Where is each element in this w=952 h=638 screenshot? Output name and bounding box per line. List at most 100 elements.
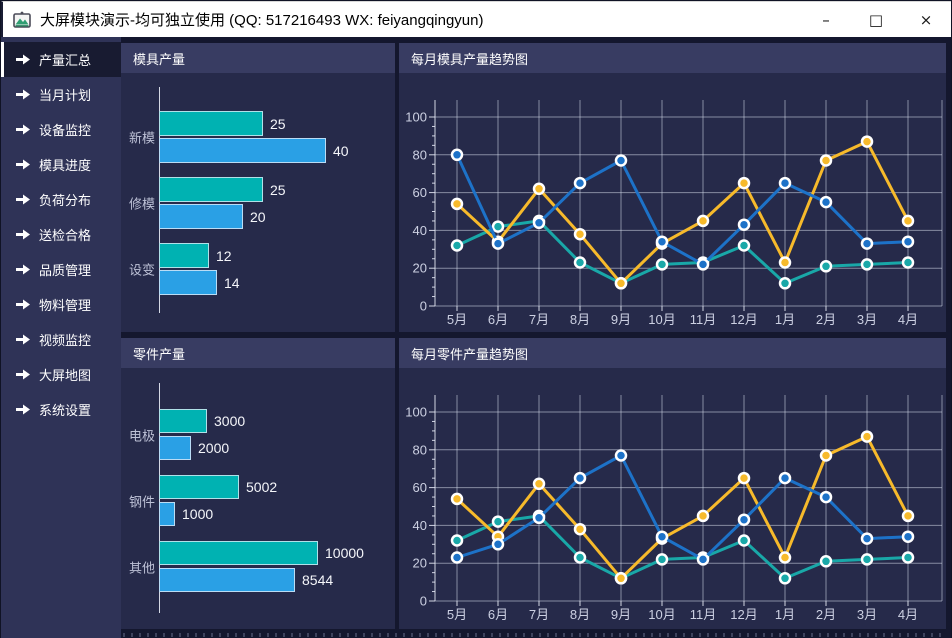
y-tick-label: 0 [420,594,427,609]
data-point-marker [532,182,546,196]
minimize-button[interactable]: – [801,2,851,37]
sidebar-item-label: 当月计划 [39,88,92,103]
sidebar-item-production-summary[interactable]: 产量汇总 [1,42,121,77]
arrow-right-icon [16,369,30,380]
data-point-marker [737,218,751,231]
x-tick-label: 10月 [648,607,675,622]
bar-segment [159,436,191,460]
sidebar: 产量汇总当月计划设备监控模具进度负荷分布送检合格品质管理物料管理视频监控大屏地图… [1,37,121,638]
arrow-right-icon [16,159,30,170]
panel-mold-production: 模具产量 新模 25 40 修模 25 20 设变 12 14 [121,43,395,332]
bar-value-label: 5002 [246,479,278,495]
arrow-right-icon [16,194,30,205]
data-point-marker [655,530,669,543]
sidebar-item-material-management[interactable]: 物料管理 [1,287,121,322]
data-point-marker [450,239,464,252]
data-point-marker [491,515,505,528]
y-tick-label: 60 [413,480,427,495]
app-icon [13,11,31,28]
sidebar-item-label: 负荷分布 [39,193,92,208]
data-point-marker [778,277,792,290]
data-point-marker [573,522,587,536]
data-point-marker [778,551,792,564]
sidebar-item-label: 设备监控 [39,123,92,138]
panel-title-mold-production: 模具产量 [121,43,395,73]
x-tick-label: 9月 [611,607,631,622]
line-series-yellow-series [455,140,910,285]
sidebar-item-mold-progress[interactable]: 模具进度 [1,147,121,182]
window-controls: – □ × [801,2,951,37]
sidebar-item-big-screen-map[interactable]: 大屏地图 [1,357,121,392]
sidebar-item-label: 模具进度 [39,158,92,173]
bar-segment [159,243,209,268]
sidebar-item-label: 视频监控 [39,333,92,348]
sidebar-item-monthly-plan[interactable]: 当月计划 [1,77,121,112]
data-point-marker [696,258,710,271]
sidebar-item-label: 大屏地图 [39,368,92,383]
sidebar-item-device-monitor[interactable]: 设备监控 [1,112,121,147]
maximize-button[interactable]: □ [851,2,901,37]
data-point-marker [573,176,587,190]
line-series-blue-series [455,153,910,266]
sidebar-item-load-distribution[interactable]: 负荷分布 [1,182,121,217]
data-point-marker [778,256,792,269]
line-series-blue-series [455,454,910,561]
bar-category-label: 电极 [128,428,155,443]
close-button[interactable]: × [901,2,951,37]
bar-value-label: 1000 [182,506,214,522]
data-point-marker [696,509,710,523]
y-tick-label: 100 [405,405,427,420]
data-point-marker [573,256,587,269]
arrow-right-icon [16,404,30,415]
bar-value-label: 2000 [198,440,230,456]
data-point-marker [450,197,464,211]
line-series-teal-series [455,514,910,580]
y-tick-label: 60 [413,185,427,200]
bar-value-label: 14 [224,274,240,291]
x-tick-label: 11月 [690,607,717,622]
y-tick-label: 40 [413,518,427,533]
sidebar-item-system-settings[interactable]: 系统设置 [1,392,121,427]
mold-trend-line-chart: 0 20 40 60 80 100 5月 6月 7月 8月 9月 10月 11月 12月 1月 2月 3月 4月 [399,73,946,332]
bar-segment [159,204,243,229]
panel-part-trend: 每月零件产量趋势图 0 20 40 60 80 100 5月 6月 7月 8月 9月 10月 11月 12… [399,338,946,629]
data-point-marker [901,530,915,543]
data-point-marker [819,260,833,273]
titlebar: 大屏模块演示-均可独立使用 (QQ: 517216493 WX: feiyang… [1,1,951,37]
x-tick-label: 6月 [488,312,508,327]
bar-category-label: 修模 [128,196,155,212]
x-tick-label: 12月 [730,607,757,622]
sidebar-item-inspection-pass[interactable]: 送检合格 [1,217,121,252]
data-point-marker [819,195,833,209]
bar-segment [159,270,217,295]
sidebar-item-quality-management[interactable]: 品质管理 [1,252,121,287]
bar-category-label: 钢件 [128,494,155,509]
panel-title-part-production: 零件产量 [121,338,395,368]
data-point-marker [737,513,751,526]
y-tick-label: 100 [405,110,427,125]
sidebar-item-label: 品质管理 [39,263,92,278]
x-tick-label: 1月 [775,312,795,327]
part-production-bar-chart: 电极 3000 2000 钢件 5002 1000 其他 10000 8544 [121,368,395,629]
bar-value-label: 10000 [325,545,364,561]
data-point-marker [778,572,792,585]
panel-title-mold-trend: 每月模具产量趋势图 [399,43,946,73]
data-point-marker [450,492,464,506]
data-point-marker [737,176,751,190]
line-chart-canvas: 0 20 40 60 80 100 5月 6月 7月 8月 9月 10月 11月 12月 1月 2月 3月 4月 [405,395,943,622]
bar-segment [159,502,175,526]
x-tick-label: 2月 [816,607,836,622]
data-point-marker [450,148,464,162]
x-tick-label: 4月 [898,607,918,622]
data-point-marker [819,490,833,504]
x-tick-label: 3月 [857,607,877,622]
bar-category-label: 其他 [128,560,155,575]
bar-category-label: 设变 [128,262,155,278]
data-point-marker [860,258,874,271]
arrow-right-icon [16,54,30,65]
bar-segment [159,475,239,499]
data-point-marker [696,553,710,566]
sidebar-item-video-monitor[interactable]: 视频监控 [1,322,121,357]
data-point-marker [614,277,628,290]
x-tick-label: 12月 [730,312,757,327]
